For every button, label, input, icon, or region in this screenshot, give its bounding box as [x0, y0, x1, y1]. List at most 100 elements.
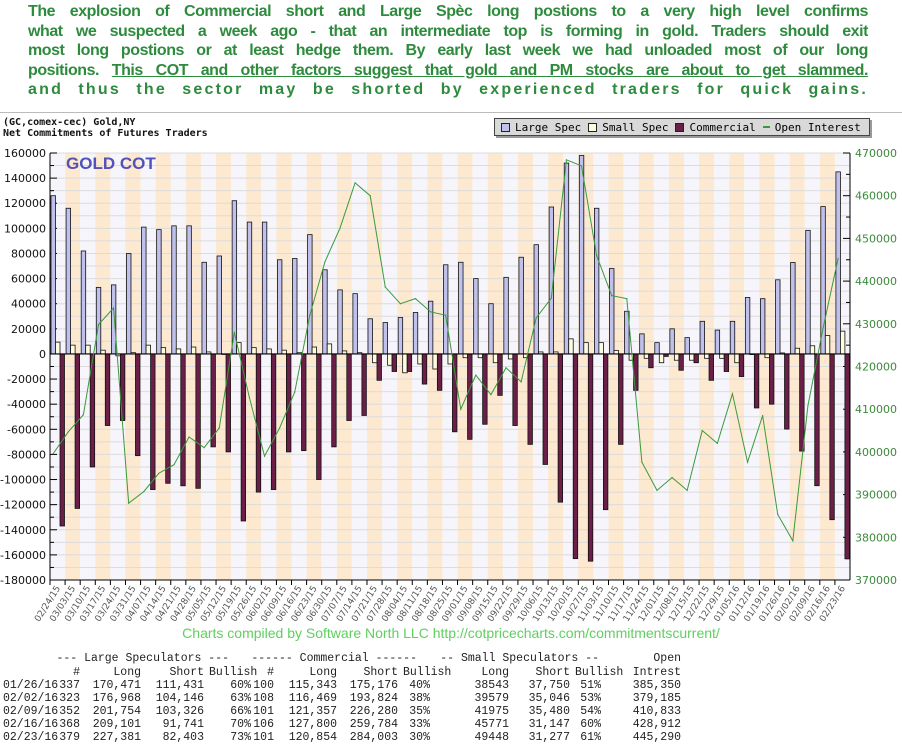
small-spec-bar [794, 347, 801, 355]
table-cell: 31,147 [528, 718, 570, 731]
commercial-bar [648, 353, 654, 369]
table-cell: 38% [409, 692, 430, 705]
commercial-bar [738, 353, 745, 377]
open-interest-point [309, 314, 311, 316]
table-cell: 385,350 [632, 679, 681, 692]
open-interest-point [580, 165, 583, 167]
column-header: Long [309, 666, 337, 679]
column-header: # [267, 666, 274, 679]
left-tick-label: -80000 [7, 448, 46, 461]
left-tick-label: 40000 [11, 298, 46, 311]
legend-item-large-spec: Large Spec [501, 121, 581, 134]
table-cell: 91,741 [162, 718, 204, 731]
table-cell: 41975 [474, 705, 509, 718]
open-interest-point [837, 257, 839, 260]
table-cell: 120,854 [288, 731, 337, 744]
open-interest-point [550, 297, 552, 299]
column-header: Bullish [403, 666, 452, 679]
open-interest-point [128, 502, 130, 504]
table-cell: 37,750 [528, 679, 570, 692]
small-spec-bar [55, 341, 61, 355]
group-header: ------ Commercial ------ [251, 652, 417, 665]
large-spec-bar [744, 297, 751, 355]
commercial-bar [587, 353, 594, 562]
small-spec-bar [583, 342, 589, 355]
open-interest-point [158, 472, 160, 474]
open-interest-point [263, 455, 266, 457]
large-spec-bar [518, 256, 524, 355]
commercial-bar [346, 353, 352, 421]
table-cell: 61% [580, 731, 601, 744]
table-cell: 121,357 [288, 705, 337, 718]
small-spec-bar [85, 344, 91, 355]
left-tick-label: 120000 [4, 197, 46, 210]
open-interest-point [656, 489, 658, 491]
left-tick-label: -180000 [0, 574, 46, 587]
table-cell: 352 [59, 705, 80, 718]
commercial-bar [361, 353, 367, 416]
small-spec-bar [704, 353, 710, 359]
table-cell: 35,046 [528, 692, 570, 705]
table-cell: 54% [580, 705, 601, 718]
legend-swatch [675, 122, 685, 132]
commentary-line: most long postions or at least hedge the… [28, 42, 868, 59]
large-spec-bar [50, 195, 56, 355]
large-spec-bar [231, 200, 238, 355]
commentary-line: positions. This COT and other factors su… [28, 61, 868, 81]
cot-summary-table: --- Large Speculators --- ------ Commerci… [0, 650, 902, 744]
large-spec-bar [775, 279, 781, 355]
table-cell: 176,968 [92, 692, 141, 705]
commercial-bar [436, 353, 443, 391]
large-spec-bar [639, 333, 645, 355]
large-spec-bar [367, 318, 373, 355]
commercial-bar [391, 353, 397, 372]
table-cell: 103,326 [155, 705, 204, 718]
commercial-bar [829, 353, 835, 521]
group-header: --- Large Speculators --- [56, 652, 229, 665]
left-tick-label: 80000 [11, 247, 46, 260]
small-spec-bar [326, 343, 333, 355]
right-tick-label: 450000 [855, 232, 897, 245]
legend-item-open-interest: Open Interest [762, 121, 861, 134]
table-cell: 33% [409, 718, 430, 731]
commercial-bar [572, 353, 579, 560]
commercial-bar [723, 353, 730, 372]
commercial-bar [784, 353, 790, 430]
large-spec-bar [246, 221, 253, 355]
open-interest-point [701, 429, 703, 432]
open-interest-point [746, 461, 749, 463]
table-cell: 115,343 [288, 679, 337, 692]
table-cell: 35,480 [528, 705, 570, 718]
table-cell: 60% [230, 679, 251, 692]
legend-swatch [762, 126, 770, 128]
open-interest-point [671, 476, 673, 479]
small-spec-bar [824, 335, 831, 355]
large-spec-bar [488, 303, 494, 355]
large-spec-bar [714, 329, 721, 355]
large-spec-bar [80, 250, 87, 355]
small-spec-bar [673, 353, 680, 361]
open-interest-point [82, 414, 84, 416]
large-spec-bar [820, 206, 826, 355]
table-cell: 379,185 [632, 692, 681, 705]
commentary-line-plain: positions. [28, 61, 112, 79]
left-tick-label: 0 [39, 348, 46, 361]
large-spec-bar [805, 229, 811, 355]
commercial-bar [195, 353, 201, 489]
small-spec-bar [643, 353, 650, 359]
right-tick-label: 400000 [855, 446, 897, 459]
commercial-bar [104, 353, 111, 426]
column-header: Bullish [209, 666, 258, 679]
open-interest-point [97, 324, 100, 326]
small-spec-bar [628, 353, 634, 361]
small-spec-bar [689, 353, 695, 361]
large-spec-bar [533, 244, 539, 355]
open-interest-point [173, 464, 175, 466]
open-interest-point [429, 311, 432, 313]
small-spec-bar [266, 348, 272, 355]
small-spec-bar [598, 342, 604, 355]
row-date: 02/02/16 [3, 692, 59, 705]
table-cell: 127,800 [288, 718, 337, 731]
right-tick-label: 420000 [855, 361, 897, 374]
small-spec-bar [372, 353, 378, 364]
